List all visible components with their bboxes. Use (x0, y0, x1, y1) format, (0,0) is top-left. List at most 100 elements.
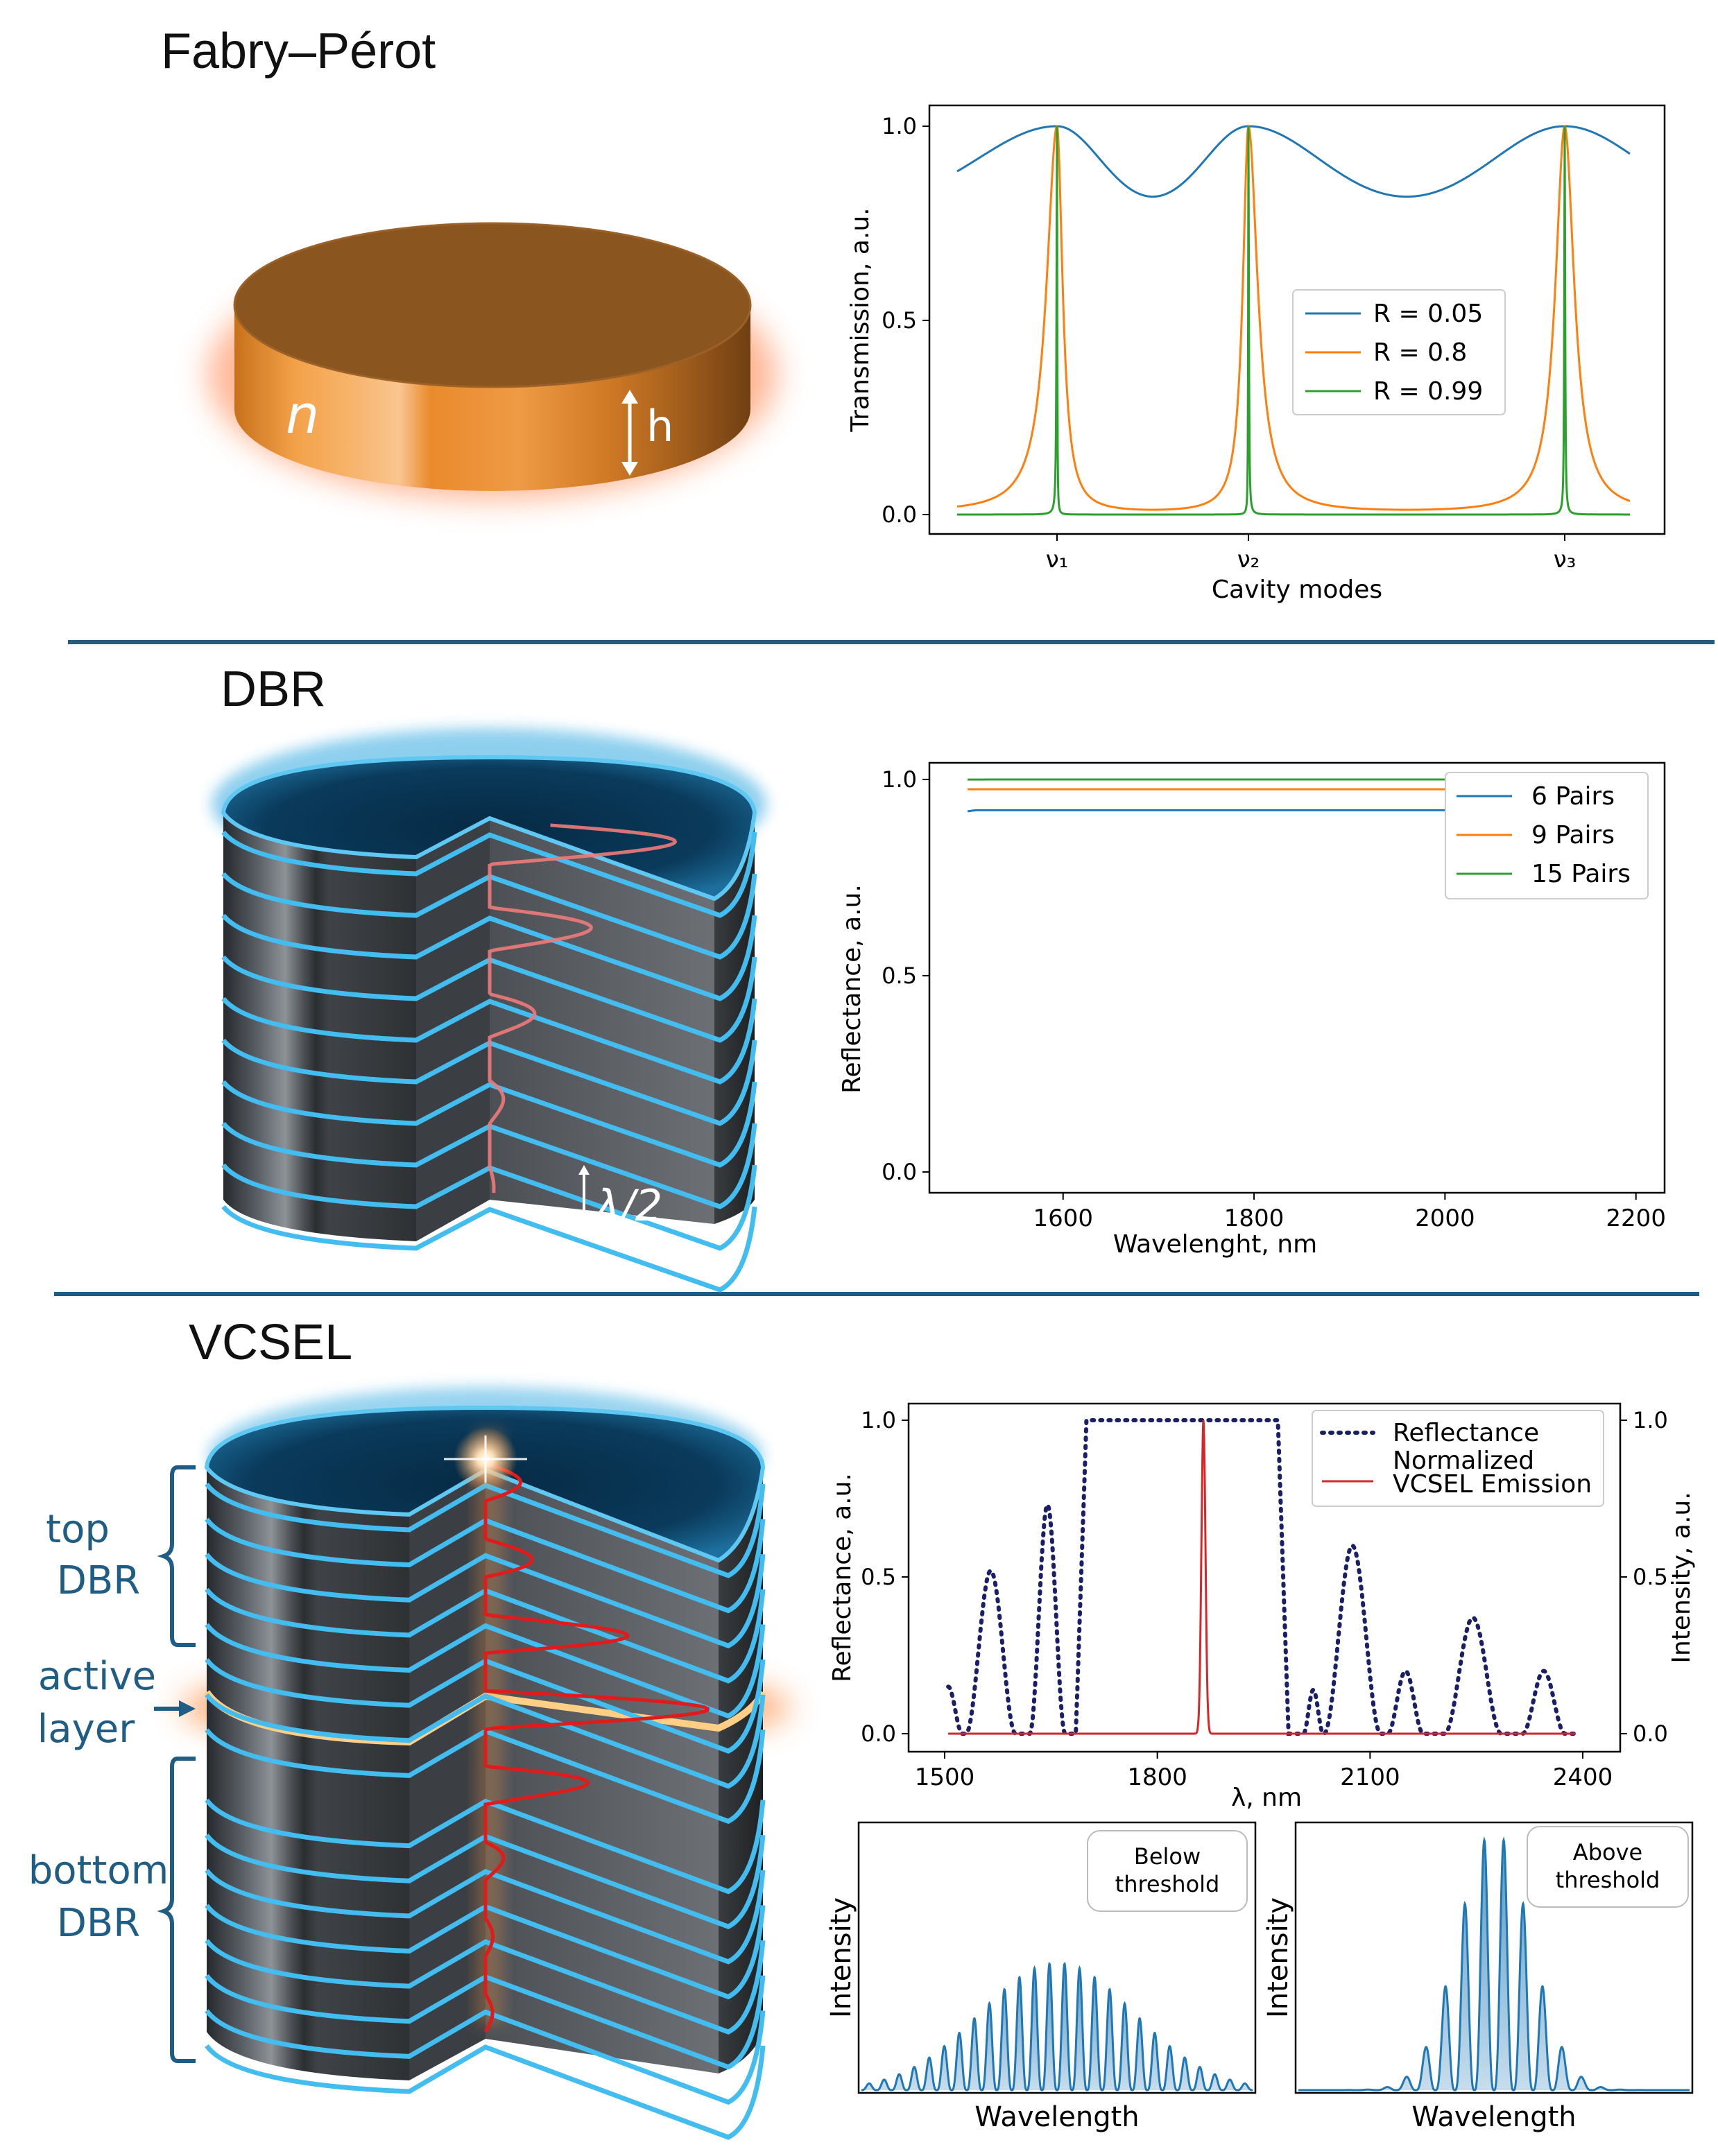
vcselLines-layer-0 (205, 1482, 766, 1578)
dbr-xtick-label-3: 2200 (1606, 1205, 1666, 1232)
vcselLines-layer-5 (205, 1657, 766, 1754)
vcsel-labels: top DBR active layer bottom DBR (28, 1465, 196, 2063)
dbrLines-layer-1 (221, 872, 757, 960)
vc-xtick-label-2: 2100 (1340, 1763, 1400, 1791)
dbrLines-layer-7 (221, 1121, 757, 1209)
fp-legend-2: R = 0.99 (1373, 377, 1483, 406)
fp-legend-1: R = 0.8 (1373, 338, 1467, 367)
vc-ytick-label-1: 0.5 (861, 1564, 896, 1590)
section-title-fabry-perot: Fabry–Pérot (161, 24, 436, 79)
vcselLines-layer-14 (205, 1974, 766, 2070)
dbrLines-layer-5 (221, 1038, 757, 1126)
dbr-legend: 6 Pairs 9 Pairs 15 Pairs (1445, 772, 1649, 899)
dbr-xlabel: Wavelenght, nm (1113, 1230, 1317, 1259)
vcsel-legend-1b: VCSEL Emission (1393, 1470, 1592, 1499)
dbr-ytick-label-1: 0.5 (882, 963, 917, 989)
vcselLines-layer-13 (205, 1938, 766, 2035)
vc-right-ytick-label-1: 0.5 (1633, 1564, 1668, 1590)
above-annotation-2: threshold (1556, 1867, 1660, 1893)
below-annotation-1: Below (1134, 1843, 1201, 1870)
label-active-layer: layer (37, 1707, 135, 1752)
vcsel-series-reflectance (946, 1418, 1578, 1736)
above-xlabel: Wavelength (1411, 2101, 1576, 2133)
active-layer-arrow-icon (154, 1700, 196, 1717)
label-top-dbr: DBR (57, 1558, 140, 1603)
section-title-vcsel: VCSEL (189, 1315, 352, 1370)
chart-below-threshold: Below threshold Wavelength Intensity (825, 1821, 1257, 2133)
dbrLines-layer-3 (221, 955, 757, 1043)
label-top: top (46, 1507, 110, 1552)
vcsel-stack (180, 1387, 791, 2140)
below-xlabel: Wavelength (974, 2101, 1139, 2133)
vc-xtick-label-3: 2400 (1553, 1763, 1613, 1791)
vc-ytick-label-0: 0.0 (861, 1721, 896, 1747)
vcselLines-layer-11 (205, 1868, 766, 1965)
dbrLines-layer-4 (221, 997, 757, 1085)
dbr-xtick-label-0: 1600 (1033, 1205, 1093, 1232)
half-wavelength-arrow-icon (578, 1165, 590, 1223)
dbr-xtick-label-2: 2000 (1415, 1205, 1475, 1232)
vcselLines-layer-12 (205, 1904, 766, 2000)
section-title-dbr: DBR (221, 662, 326, 717)
chart-vcsel: 0.0 0.5 1.0 0.0 0.5 1.0 1500 1800 2100 2400 λ, nm… (828, 1402, 1696, 1812)
fp-legend: R = 0.05 R = 0.8 R = 0.99 (1292, 289, 1506, 415)
below-ylabel: Intensity (825, 1897, 857, 2018)
chart-above-threshold: Above threshold Wavelength Intensity (1262, 1821, 1694, 2133)
thickness-arrow-icon (621, 390, 638, 476)
fp-xtick-label-0: ν₁ (1046, 546, 1069, 574)
vcselLines-layer-9 (205, 1798, 766, 1895)
vcsel-legend-0: Reflectance (1393, 1419, 1539, 1447)
vcselLines-layer-6 (205, 1693, 766, 1789)
dbr-legend-1: 9 Pairs (1531, 821, 1615, 850)
fp-ytick-label-0: 0.0 (882, 501, 917, 528)
top-dbr-brace (157, 1465, 196, 1647)
half-wavelength-symbol: λ/2 (593, 1180, 662, 1231)
fp-xlabel: Cavity modes (1212, 576, 1382, 604)
thickness-symbol: h (646, 401, 673, 451)
above-annotation-1: Above (1573, 1839, 1642, 1865)
vc-right-ytick-label-0: 0.0 (1633, 1721, 1668, 1747)
below-annotation-2: threshold (1115, 1871, 1220, 1897)
dbr-ytick-label-2: 1.0 (882, 766, 917, 793)
refractive-index-symbol: n (286, 383, 319, 445)
above-ylabel: Intensity (1262, 1897, 1294, 2018)
vc-right-ytick-label-2: 1.0 (1633, 1407, 1668, 1433)
label-bottom-dbr: DBR (57, 1901, 140, 1946)
label-bottom: bottom (28, 1848, 169, 1893)
vcselLines-layer-2 (205, 1553, 766, 1649)
dbrLines-layer-2 (221, 913, 757, 1001)
fp-ytick-label-2: 1.0 (882, 113, 917, 139)
fp-xtick-label-2: ν₃ (1554, 546, 1577, 574)
fp-ytick-label-1: 0.5 (882, 307, 917, 334)
fp-series-r099 (957, 126, 1630, 516)
vcselLines-layer-3 (205, 1587, 766, 1684)
above-spectrum-line (1298, 1836, 1690, 2092)
vcsel-ylabel-right: Intensity, a.u. (1667, 1492, 1696, 1663)
bottom-dbr-brace (157, 1757, 196, 2063)
fp-xtick-label-1: ν₂ (1237, 546, 1260, 574)
dbr-xtick-label-1: 1800 (1224, 1205, 1285, 1232)
below-annotation-box (1087, 1830, 1248, 1912)
vcselLines-layer-10 (205, 1834, 766, 1930)
chart-fabry-perot: 0.0 0.5 1.0 ν₁ ν₂ ν₃ Cavity modes Transmissio… (846, 104, 1666, 604)
dbrLines-layer-9 (221, 1205, 757, 1293)
dbr-legend-0: 6 Pairs (1531, 782, 1615, 811)
fp-ylabel: Transmission, a.u. (846, 207, 875, 432)
dbrLines-layer-8 (221, 1163, 757, 1251)
fp-series-r08 (956, 124, 1631, 511)
vc-ytick-label-2: 1.0 (861, 1407, 896, 1433)
fabry-perot-disk: n h (208, 222, 777, 499)
vc-xtick-label-0: 1500 (915, 1763, 975, 1791)
above-annotation-box (1527, 1826, 1689, 1908)
vcselLines-layer-7 (205, 1728, 766, 1825)
vcsel-xlabel: λ, nm (1231, 1784, 1302, 1812)
dbr-ylabel: Reflectance, a.u. (838, 884, 866, 1094)
vcsel-legend: Reflectance Normalized VCSEL Emission (1312, 1410, 1604, 1507)
dbrLines-layer-0 (221, 830, 757, 918)
vcsel-legend-1a: Normalized (1393, 1447, 1534, 1475)
dbr-legend-2: 15 Pairs (1531, 860, 1631, 888)
vcselLines-layer-4 (205, 1623, 766, 1719)
vc-xtick-label-1: 1800 (1127, 1763, 1187, 1791)
dbrLines-layer-6 (221, 1080, 757, 1168)
